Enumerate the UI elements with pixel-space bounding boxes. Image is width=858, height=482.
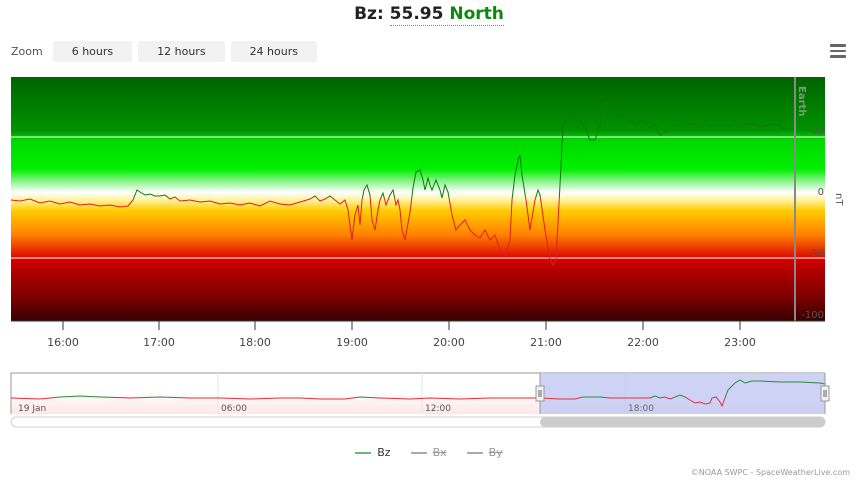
earth-label: Earth xyxy=(796,86,807,116)
navigator-left-handle[interactable] xyxy=(535,385,545,402)
plot-background xyxy=(11,77,825,321)
x-tick-label: 17:00 xyxy=(143,336,175,349)
y-axis-label: nT xyxy=(833,193,844,206)
x-tick-label: 21:00 xyxy=(530,336,562,349)
legend-label-bx: Bx xyxy=(432,446,447,459)
legend-swatch-bx xyxy=(410,451,427,454)
legend-item-by[interactable]: By xyxy=(466,446,503,459)
y-tick-minus50: -50 xyxy=(808,248,824,259)
x-tick-label: 19:00 xyxy=(336,336,368,349)
navigator-right-handle[interactable] xyxy=(820,385,830,402)
bz-value: 55.95 xyxy=(389,4,444,24)
hamburger-menu-icon[interactable] xyxy=(830,44,846,61)
zoom-12-hours-button[interactable]: 12 hours xyxy=(138,41,225,62)
legend-swatch-bz xyxy=(355,451,372,454)
navigator-line-north xyxy=(11,379,825,398)
navigator-label: 06:00 xyxy=(221,404,247,414)
zoom-6-hours-button[interactable]: 6 hours xyxy=(52,41,133,62)
navigator-label: 18:00 xyxy=(628,404,654,414)
navigator-line-south xyxy=(11,398,726,408)
bz-line-north xyxy=(133,101,795,197)
y-tick-50: 50 xyxy=(811,126,824,137)
title-label: Bz: xyxy=(354,4,384,24)
credit-link[interactable]: ©NOAA SWPC - SpaceWeatherLive.com xyxy=(690,468,850,477)
x-tick-label: 22:00 xyxy=(627,336,659,349)
bz-line-south xyxy=(11,197,560,266)
legend-swatch-by xyxy=(466,451,483,454)
x-ticks xyxy=(62,321,741,330)
x-tick-label: 18:00 xyxy=(239,336,271,349)
navigator-label: 12:00 xyxy=(425,404,451,414)
main-chart: Earth 50 0 -50 -100 nT 16:00 17:00 18:00… xyxy=(11,77,844,349)
legend: Bz Bx By xyxy=(0,446,858,459)
y-tick-0: 0 xyxy=(818,187,824,198)
scrollbar-thumb[interactable] xyxy=(540,417,825,427)
zoom-controls: Zoom 6 hours 12 hours 24 hours xyxy=(11,41,323,62)
legend-item-bz[interactable]: Bz xyxy=(355,446,391,459)
navigator-selected-range[interactable] xyxy=(540,373,825,414)
navigator[interactable]: 19 Jan 06:00 12:00 18:00 xyxy=(0,365,858,435)
x-tick-label: 16:00 xyxy=(47,336,79,349)
navigator-label: 19 Jan xyxy=(18,404,46,414)
legend-label-bz: Bz xyxy=(377,446,391,459)
x-tick-label: 20:00 xyxy=(433,336,465,349)
x-tick-label: 23:00 xyxy=(724,336,756,349)
title-value-wrap: 55.95 North xyxy=(389,4,504,26)
bz-direction: North xyxy=(449,4,504,24)
zoom-label: Zoom xyxy=(11,45,43,58)
zoom-24-hours-button[interactable]: 24 hours xyxy=(230,41,317,62)
legend-label-by: By xyxy=(488,446,503,459)
legend-item-bx[interactable]: Bx xyxy=(410,446,447,459)
y-tick-minus100: -100 xyxy=(801,310,824,321)
chart-title: Bz: 55.95 North xyxy=(0,4,858,26)
